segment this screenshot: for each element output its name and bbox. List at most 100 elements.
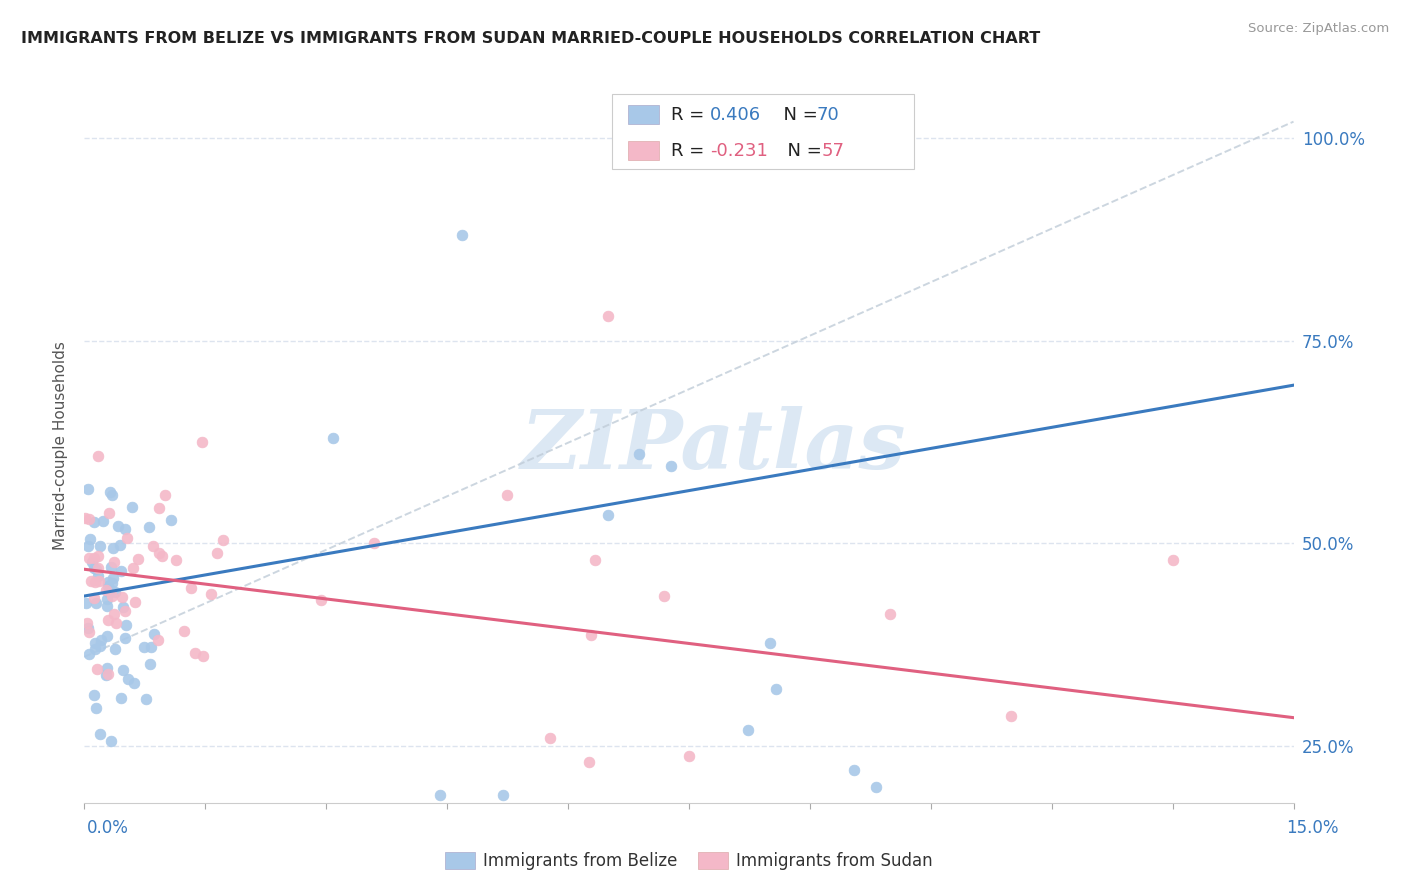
Point xyxy=(135,691,157,706)
Point xyxy=(86,662,108,676)
Point xyxy=(83,591,105,605)
Text: R =: R = xyxy=(671,105,710,123)
Point xyxy=(96,592,118,607)
Point xyxy=(207,546,229,560)
Point xyxy=(865,780,887,794)
Point xyxy=(124,595,146,609)
Point xyxy=(139,640,162,655)
Point xyxy=(184,646,207,660)
Point xyxy=(148,633,170,648)
Text: 57: 57 xyxy=(821,142,844,160)
Point xyxy=(496,488,519,502)
Point xyxy=(492,788,515,802)
Point xyxy=(114,604,136,618)
Point xyxy=(139,657,162,671)
Point xyxy=(83,515,105,529)
Point xyxy=(110,691,132,706)
Point xyxy=(579,628,602,642)
Point xyxy=(83,574,105,589)
Point xyxy=(100,582,122,597)
Point xyxy=(75,596,97,610)
Point xyxy=(91,514,114,528)
Point xyxy=(97,585,120,599)
Point xyxy=(101,488,124,502)
Point xyxy=(142,539,165,553)
Point xyxy=(180,581,202,595)
Point xyxy=(111,599,134,614)
Point xyxy=(191,435,214,450)
Point xyxy=(79,574,101,588)
Point xyxy=(90,632,112,647)
Point xyxy=(114,522,136,536)
Point xyxy=(117,531,139,545)
Text: 70: 70 xyxy=(817,105,839,123)
Point xyxy=(1161,552,1184,566)
Point xyxy=(98,485,121,500)
Point xyxy=(89,727,111,741)
Point xyxy=(879,607,901,621)
Point xyxy=(159,513,181,527)
Point xyxy=(100,734,122,748)
Point xyxy=(84,636,107,650)
Point xyxy=(132,640,155,654)
Point xyxy=(100,560,122,574)
Point xyxy=(765,682,787,697)
Point xyxy=(191,649,214,664)
Point xyxy=(121,561,143,575)
Point xyxy=(79,512,101,526)
Point xyxy=(96,574,118,589)
Point xyxy=(678,749,700,764)
Text: Source: ZipAtlas.com: Source: ZipAtlas.com xyxy=(1249,22,1389,36)
Point xyxy=(138,519,160,533)
Point xyxy=(153,488,176,502)
Point xyxy=(127,552,149,566)
Point xyxy=(96,599,118,613)
Point xyxy=(110,564,132,578)
Point xyxy=(97,613,120,627)
Point xyxy=(73,511,96,525)
Point xyxy=(96,629,118,643)
Point xyxy=(111,590,134,604)
Point xyxy=(659,459,682,474)
Point xyxy=(87,549,110,564)
Point xyxy=(173,624,195,638)
Point xyxy=(97,579,120,593)
Point xyxy=(83,642,105,657)
Text: N =: N = xyxy=(772,105,824,123)
Point xyxy=(84,562,107,576)
Point xyxy=(79,624,101,639)
Point xyxy=(82,555,104,569)
Point xyxy=(737,723,759,737)
Point xyxy=(83,550,105,565)
Point xyxy=(103,607,125,622)
Point xyxy=(152,549,174,564)
Text: 15.0%: 15.0% xyxy=(1286,819,1339,837)
Point xyxy=(101,576,124,591)
Point xyxy=(104,584,127,599)
Point xyxy=(363,536,385,550)
Text: IMMIGRANTS FROM BELIZE VS IMMIGRANTS FROM SUDAN MARRIED-COUPLE HOUSEHOLDS CORREL: IMMIGRANTS FROM BELIZE VS IMMIGRANTS FRO… xyxy=(21,31,1040,46)
Point xyxy=(598,310,620,324)
Point xyxy=(122,676,145,690)
Point xyxy=(76,616,98,631)
Point xyxy=(97,506,120,520)
Point xyxy=(108,538,131,552)
Point xyxy=(1000,708,1022,723)
Point xyxy=(87,574,110,589)
Point xyxy=(583,552,606,566)
Point xyxy=(97,667,120,681)
Point xyxy=(87,569,110,583)
Text: 0.406: 0.406 xyxy=(710,105,761,123)
Point xyxy=(83,688,105,702)
Point xyxy=(103,555,125,569)
Point xyxy=(79,647,101,661)
Point xyxy=(101,590,124,604)
Point xyxy=(627,447,650,461)
Point xyxy=(107,519,129,533)
Point xyxy=(111,663,134,677)
Point xyxy=(101,570,124,584)
Point xyxy=(429,788,451,802)
Point xyxy=(84,701,107,715)
Point xyxy=(77,551,100,566)
Text: -0.231: -0.231 xyxy=(710,142,768,160)
